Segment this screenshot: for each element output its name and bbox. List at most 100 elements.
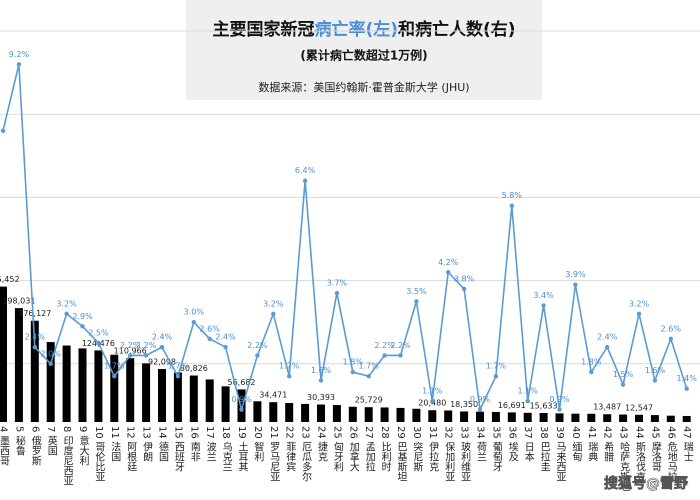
bar [555,413,564,422]
bar [380,407,389,422]
rate-value-label: 3.2% [629,299,650,308]
rate-value-label: 2.4% [597,333,618,342]
x-tick-label: 29 巴基斯坦 [395,426,407,482]
bar [332,405,341,422]
rate-line [2,64,688,413]
rate-point [112,374,117,379]
chart-title: 主要国家新冠病亡率(左)和病亡人数(右) [212,19,515,40]
x-tick-label: 24 捷克 [316,426,328,463]
rate-point [382,353,387,358]
bar [189,375,198,422]
rate-value-label: 3.8% [454,274,475,283]
rate-value-label: 0.9% [231,395,252,404]
x-tick-label: 34 荷兰 [475,426,487,462]
bar [126,358,135,422]
x-tick-label: 27 孟加拉 [363,426,375,473]
bar [158,369,166,422]
rate-value-label: 1.6% [311,366,332,375]
rate-value-label: 2.2% [374,341,395,350]
rate-point [207,336,212,342]
bar [46,342,55,422]
x-tick-label: 37 日本 [522,426,534,463]
rate-point [271,311,276,317]
bar [142,363,151,422]
x-tick-label: 47 瑞士 [681,426,693,462]
x-tick-label: 45 摩洛哥 [649,426,661,472]
title-box [186,0,542,100]
x-tick-label: 46 危地马拉 [665,426,677,483]
bar [317,404,325,422]
bar [205,379,214,422]
rate-point [0,128,6,134]
rate-point [143,353,149,358]
x-tick-label: 35 葡萄牙 [490,426,502,473]
rate-value-label: 1.7% [486,362,507,371]
bar [428,410,437,422]
x-tick-label: 8 印度尼西亚 [61,426,73,486]
bar [285,403,294,422]
bar-value-label: 30,393 [307,393,335,402]
rate-point [334,290,340,296]
rate-point [493,374,499,379]
bar [460,411,469,422]
rate-value-label: 2.4% [25,333,46,342]
bar-value-label: 198,031 [2,297,35,306]
rate-point [96,340,101,346]
bar [348,406,357,422]
x-tick-label: 41 瑞典 [586,426,598,463]
rate-point [430,399,435,404]
rate-point [509,203,514,208]
rate-point [159,344,165,350]
bar [0,286,7,422]
title-highlight: 病亡率(左) [314,19,398,40]
bar [94,350,103,422]
rate-point [287,374,292,379]
rate-point [620,382,626,387]
rate-value-label: 2.2% [247,341,268,350]
rate-point [477,407,483,412]
x-tick-label: 21 罗马尼亚 [268,426,280,482]
rate-value-label: 3.0% [184,308,205,317]
rate-value-label: 1.8% [581,358,602,367]
bar [62,345,71,422]
rate-point [557,407,562,412]
rate-value-label: 2.2% [136,341,157,350]
bar [587,413,596,422]
x-tick-label: 39 马来西亚 [554,426,566,482]
rate-value-label: 2.6% [661,324,682,333]
x-tick-label: 9 意大利 [77,426,89,466]
bar-value-label: 18,350 [450,400,478,409]
bar [110,354,119,422]
rate-value-label: 1.1% [518,387,539,396]
rate-value-label: 6.4% [295,166,316,175]
x-tick-label: 36 埃及 [506,426,518,463]
rate-point [684,386,689,391]
rate-value-label: 9.2% [9,50,30,59]
bar [78,348,87,422]
rate-value-label: 0.9% [470,395,491,404]
bar [635,414,643,422]
rate-point [652,378,658,383]
rate-point [239,407,244,412]
rate-point [64,311,69,317]
rate-value-label: 1.5% [613,370,634,379]
bar [301,403,310,422]
x-tick-label: 5 秘鲁 [13,426,25,456]
bar [491,411,500,422]
bar [476,411,484,422]
rate-point [16,62,22,67]
x-tick-label: 4 墨西哥 [0,426,10,466]
rate-point [605,344,610,350]
bar [173,372,182,422]
x-tick-label: 32 保加利亚 [443,426,455,482]
bar-value-label: 176,127 [18,309,51,318]
bar [364,407,373,422]
rate-value-label: 2.2% [390,341,411,350]
bar [507,412,516,422]
bar-value-label: 110,966 [114,347,147,356]
bar [412,408,421,422]
bar-value-label: 34,471 [259,391,287,400]
rate-value-label: 1.7% [168,362,189,371]
rate-point [175,374,181,379]
